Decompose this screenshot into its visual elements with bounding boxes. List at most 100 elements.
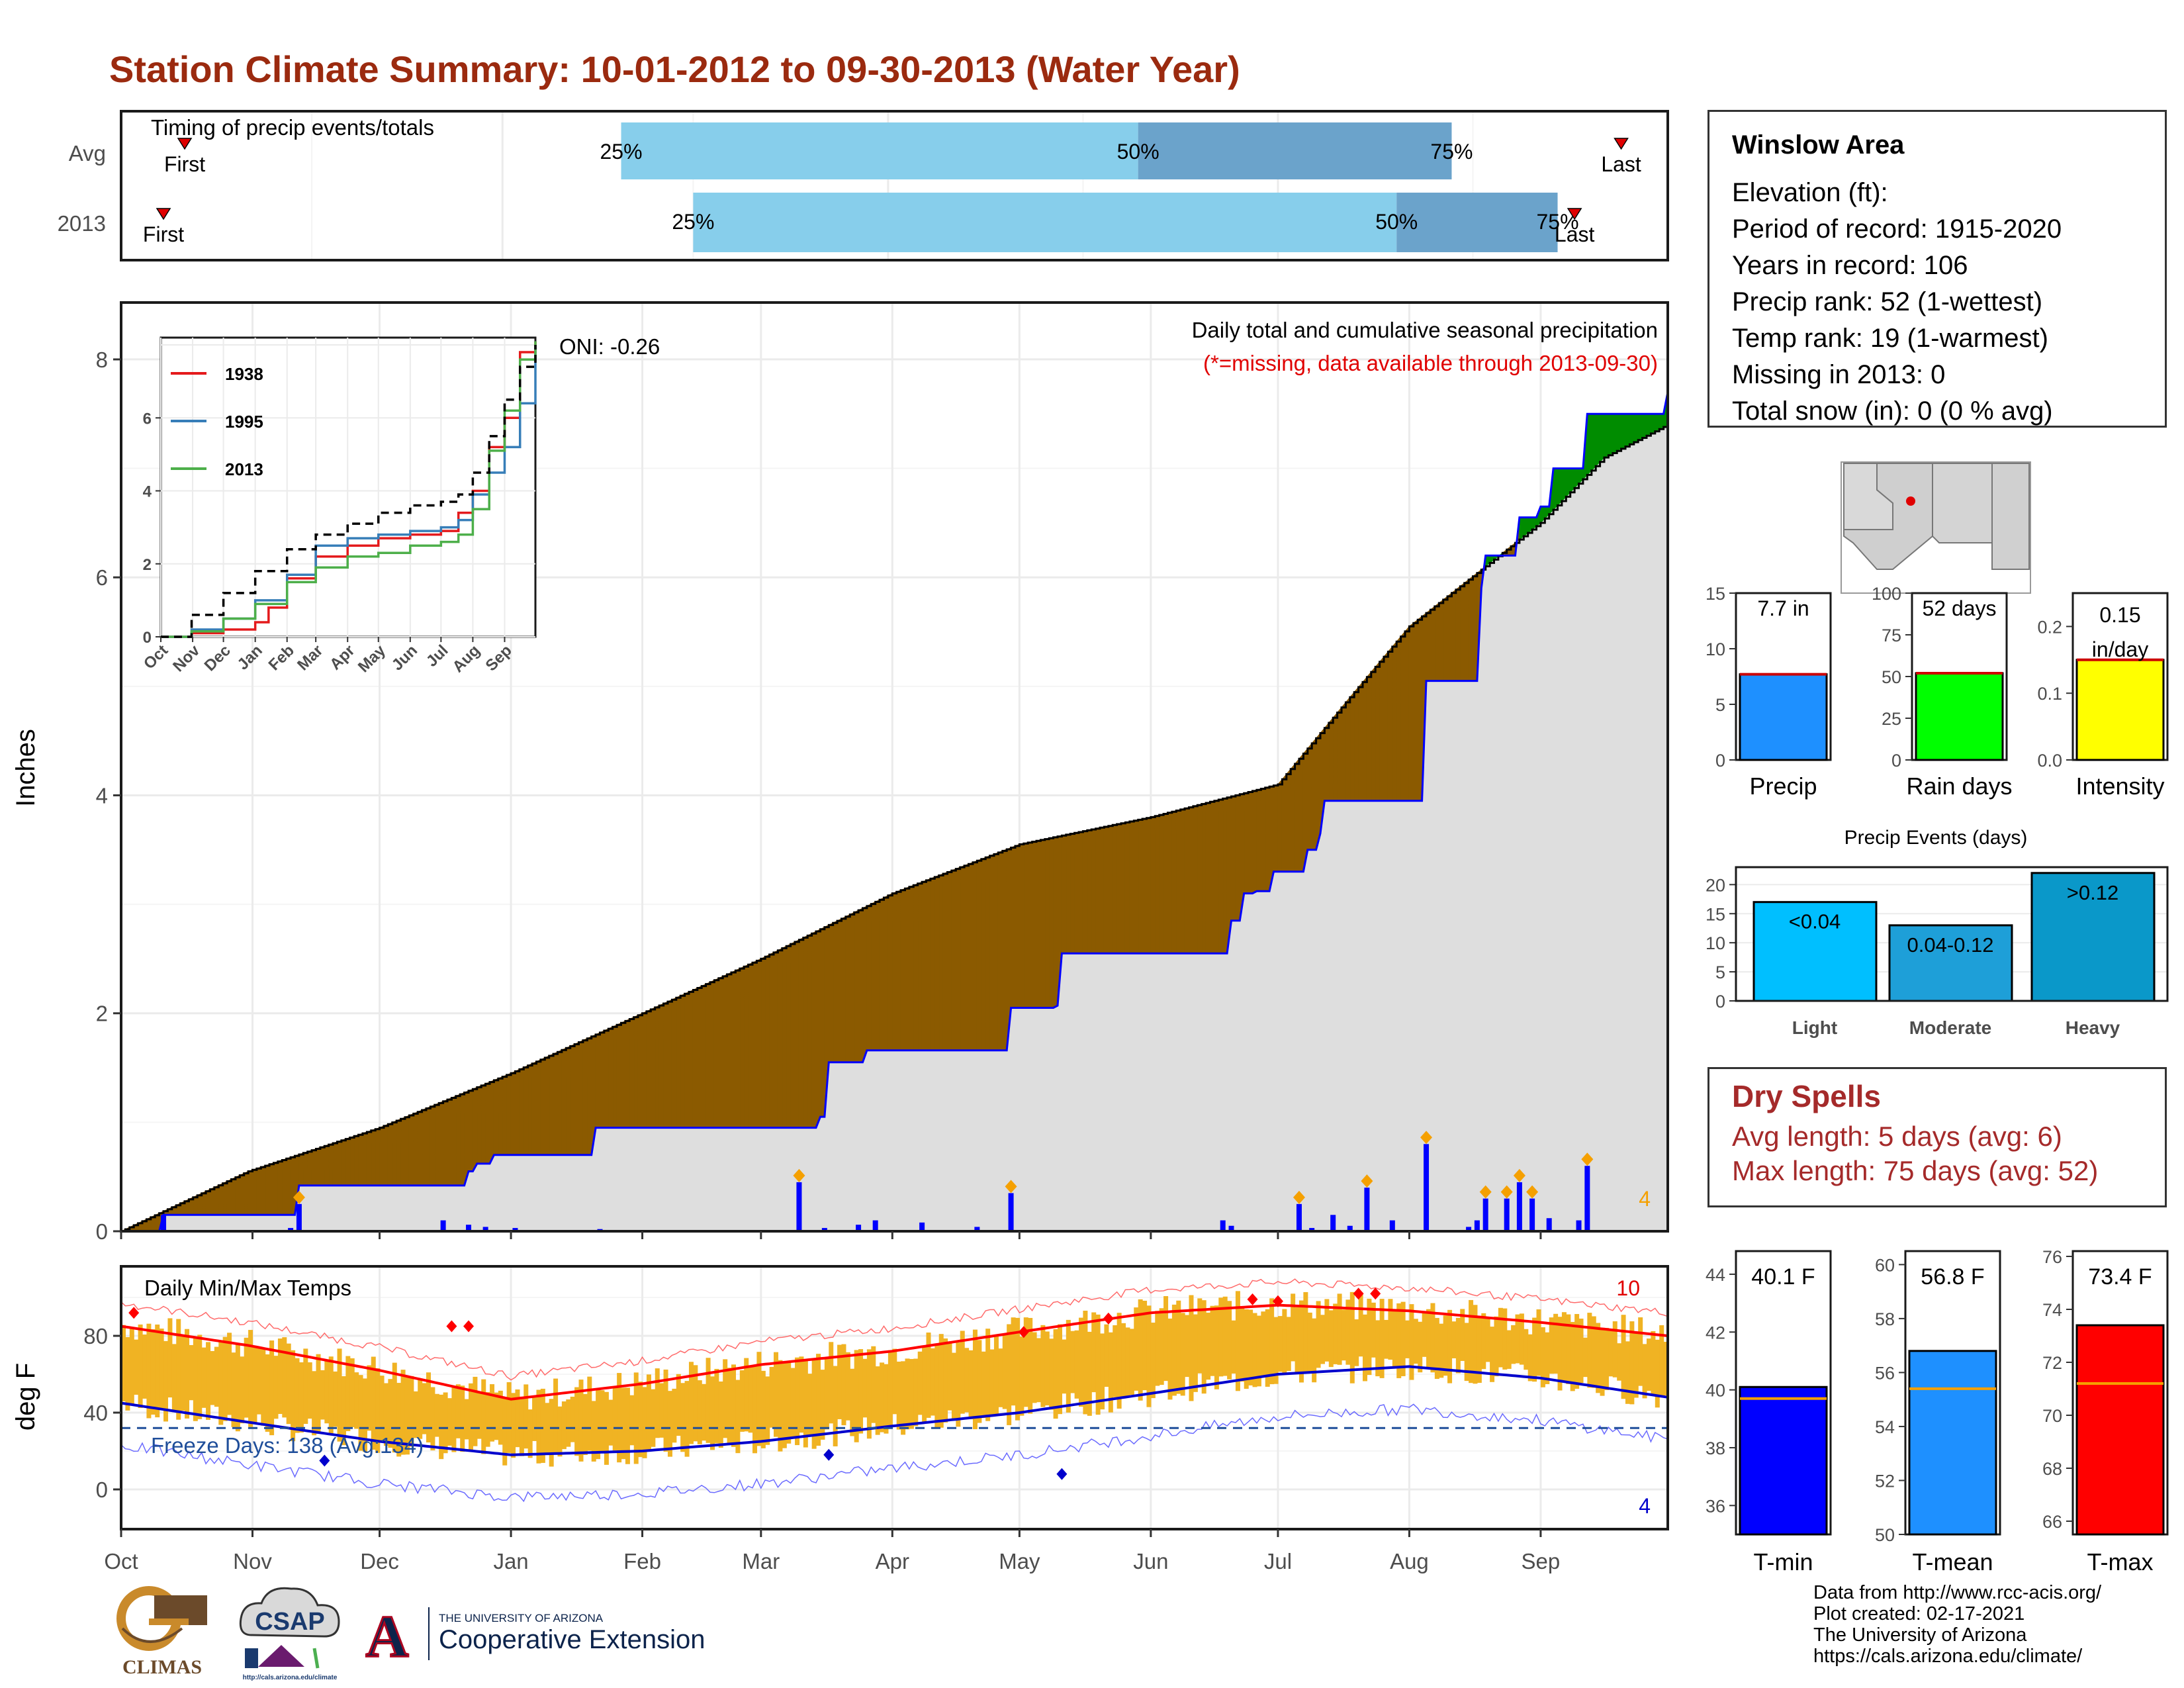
inset-ytick-label: 4 xyxy=(143,483,152,501)
daily-temp-bar xyxy=(490,1384,495,1442)
daily-temp-bar xyxy=(735,1380,741,1454)
daily-temp-bar xyxy=(248,1330,253,1427)
daily-temp-bar xyxy=(1007,1324,1012,1425)
daily-temp-bar xyxy=(1561,1312,1567,1382)
daily-temp-bar xyxy=(1150,1323,1156,1399)
daily-temp-bar xyxy=(655,1368,660,1438)
temp-bar-category-label: T-mean xyxy=(1912,1548,1993,1575)
daily-temp-bar xyxy=(714,1368,719,1444)
event-marker xyxy=(1361,1174,1373,1188)
daily-temp-bar xyxy=(240,1356,245,1424)
daily-temp-bar xyxy=(1367,1298,1372,1376)
daily-temp-bar xyxy=(1621,1315,1626,1399)
daily-temp-bar xyxy=(1167,1318,1173,1400)
precip-ytick-label: 2 xyxy=(96,1002,108,1026)
timing-p25-label: 25% xyxy=(672,210,714,234)
daily-temp-bar xyxy=(587,1376,592,1451)
temp-bar-category-label: T-min xyxy=(1754,1548,1813,1575)
daily-temp-bar xyxy=(443,1392,448,1454)
daily-temp-bar xyxy=(1023,1317,1028,1407)
mini-value-label: 0.15 xyxy=(2099,603,2140,627)
daily-temp-bar xyxy=(469,1383,474,1451)
daily-temp-bar xyxy=(159,1329,164,1409)
temp-bar-category-label: T-max xyxy=(2087,1548,2153,1575)
daily-temp-bar xyxy=(938,1334,944,1428)
record-high-marker xyxy=(1353,1288,1364,1300)
daily-temp-bar xyxy=(972,1329,978,1430)
daily-temp-bar xyxy=(426,1372,431,1443)
daily-temp-bar xyxy=(985,1329,991,1421)
daily-temp-bar xyxy=(375,1368,381,1453)
timing-bar-q2 xyxy=(1396,193,1558,252)
events-category-label: Light xyxy=(1792,1017,1837,1038)
daily-temp-bar xyxy=(943,1338,948,1423)
daily-temp-bar xyxy=(629,1395,635,1446)
daily-temp-bar xyxy=(1218,1297,1224,1377)
events-bar-label: >0.12 xyxy=(2067,881,2118,904)
daily-temp-bar xyxy=(1074,1330,1079,1399)
daily-temp-bar xyxy=(1371,1302,1376,1358)
avg-min-line xyxy=(120,1365,1668,1456)
record-high-marker xyxy=(446,1320,457,1333)
daily-precip-bar xyxy=(1466,1227,1472,1231)
daily-temp-bar xyxy=(316,1354,321,1434)
daily-temp-bar xyxy=(566,1399,571,1447)
precip-ytick-label: 6 xyxy=(96,565,108,590)
daily-temp-bar xyxy=(1032,1332,1037,1403)
daily-temp-bar xyxy=(498,1390,503,1445)
daily-temp-bar xyxy=(829,1342,834,1424)
daily-temp-bar xyxy=(1574,1314,1580,1389)
daily-temp-bar xyxy=(1125,1327,1130,1397)
temp-bar-ytick-label: 44 xyxy=(1706,1265,1725,1285)
footer-line-url: https://cals.arizona.edu/climate/ xyxy=(1813,1646,2083,1667)
daily-temp-bar xyxy=(1570,1322,1575,1391)
daily-temp-bar xyxy=(1163,1295,1169,1382)
daily-temp-bar xyxy=(121,1325,126,1402)
temp-bar-value-label: 56.8 F xyxy=(1921,1264,1984,1289)
daily-temp-bar xyxy=(231,1352,236,1427)
daily-temp-bar xyxy=(1600,1329,1605,1396)
daily-temp-bar xyxy=(1557,1317,1563,1391)
daily-precip-bar xyxy=(1228,1225,1234,1231)
daily-temp-bar xyxy=(862,1358,868,1418)
daily-temp-bar xyxy=(413,1391,418,1438)
inset-series-normal xyxy=(161,345,537,638)
record-low-line xyxy=(120,1403,1668,1503)
precip-ytick-label: 0 xyxy=(96,1219,108,1244)
daily-temp-bar xyxy=(833,1366,838,1446)
daily-temp-bar xyxy=(557,1406,563,1457)
daily-temp-bar xyxy=(752,1366,758,1454)
daily-temp-bar xyxy=(723,1359,728,1438)
daily-temp-bar xyxy=(659,1383,664,1438)
temp-bar-ytick-label: 74 xyxy=(2042,1300,2062,1320)
daily-temp-bar xyxy=(1108,1332,1113,1413)
daily-temp-bar xyxy=(333,1371,338,1427)
daily-temp-bar xyxy=(1307,1312,1312,1374)
daily-precip-bar xyxy=(1584,1166,1590,1231)
precip-panel: 0 2 4 6 8 Inches Daily total and cumulative … xyxy=(11,301,1669,1244)
timing-row-avg-label: Avg xyxy=(69,141,106,165)
timing-p50-label: 50% xyxy=(1375,210,1418,234)
intensity-mini-chart: 0.0 0.1 0.2 0.15 in/day Intensity xyxy=(2037,592,2169,800)
temp-bar-ytick-label: 54 xyxy=(1875,1417,1895,1437)
daily-temp-bar xyxy=(206,1342,211,1420)
daily-temp-bar xyxy=(1002,1335,1007,1409)
daily-temp-bar xyxy=(540,1388,545,1463)
mini-ytick-label: 0.2 xyxy=(2037,617,2062,637)
daily-temp-bar xyxy=(934,1344,940,1429)
daily-temp-bar xyxy=(1261,1311,1266,1378)
temp-xtick-label: Aug xyxy=(1390,1549,1429,1573)
temp-xtick-label: May xyxy=(999,1549,1040,1573)
daily-temp-bar xyxy=(1638,1317,1643,1386)
daily-temp-bar xyxy=(1286,1317,1291,1372)
daily-temp-bar xyxy=(680,1383,686,1452)
daily-temp-bar xyxy=(1028,1317,1033,1414)
daily-temp-bar xyxy=(1087,1331,1092,1416)
precip-y-axis-label: Inches xyxy=(11,729,40,807)
daily-temp-bar xyxy=(392,1362,397,1453)
daily-temp-bar xyxy=(663,1369,668,1452)
normal-cumulative-line xyxy=(121,424,1669,1233)
daily-temp-bar xyxy=(705,1358,711,1443)
mini-bar xyxy=(1739,673,1828,761)
daily-temp-bar xyxy=(396,1383,402,1457)
